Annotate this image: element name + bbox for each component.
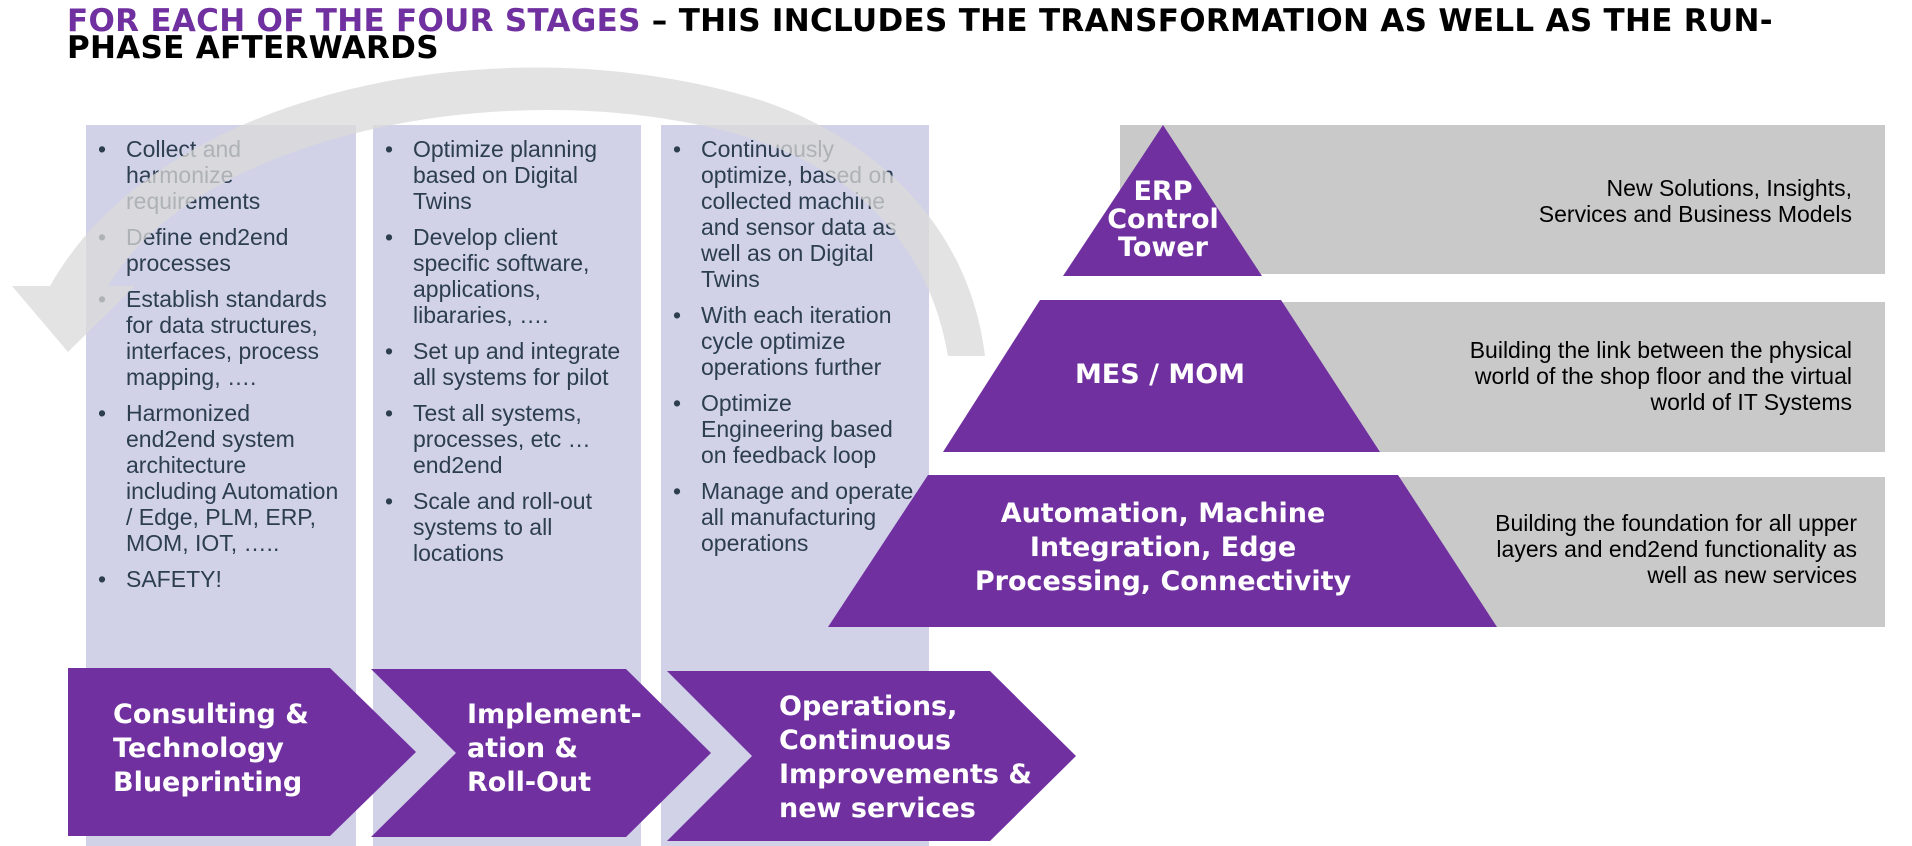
list-item: Test all systems, processes, etc … end2e… [385, 400, 627, 478]
pyramid-label-automation: Automation, Machine Integration, Edge Pr… [974, 498, 1352, 597]
pyramid-bottom-trapezoid [828, 475, 1497, 627]
title-accent: FOR EACH OF THE FOUR STAGES [67, 3, 641, 39]
chevron-stage-2 [371, 669, 711, 837]
title-rest: – THIS INCLUDES THE TRANSFORMATION AS WE… [67, 3, 1773, 66]
list-item: Scale and roll-out systems to all locati… [385, 488, 627, 566]
pyramid-label-mes: MES / MOM [1074, 359, 1246, 390]
stage-label-consulting: Consulting & Technology Blueprinting [113, 699, 309, 798]
tier-description-middle: Building the link between the physical w… [1469, 337, 1852, 415]
pyramid-top-triangle [1063, 125, 1262, 276]
pyramid-middle-trapezoid [943, 300, 1380, 452]
stage-label-operations: Operations, Continuous Improvements & ne… [779, 691, 1032, 824]
slide-title: FOR EACH OF THE FOUR STAGES – THIS INCLU… [67, 6, 1867, 64]
tier-bg-top [1120, 125, 1885, 274]
chevron-stage-3 [667, 671, 1076, 841]
stage-label-implementation: Implement- ation & Roll-Out [467, 699, 642, 798]
chevron-stage-1 [68, 668, 416, 836]
pyramid-label-erp: ERP Control Tower [1107, 176, 1219, 263]
list-item: SAFETY! [98, 566, 342, 592]
list-item: Harmonized end2end system architecture i… [98, 400, 342, 556]
tier-description-bottom: Building the foundation for all upper la… [1495, 510, 1857, 588]
tier-description-top: New Solutions, Insights, Services and Bu… [1538, 175, 1852, 227]
list-item: Manage and operate all manufacturing ope… [673, 478, 915, 556]
list-item: Optimize Engineering based on feedback l… [673, 390, 915, 468]
